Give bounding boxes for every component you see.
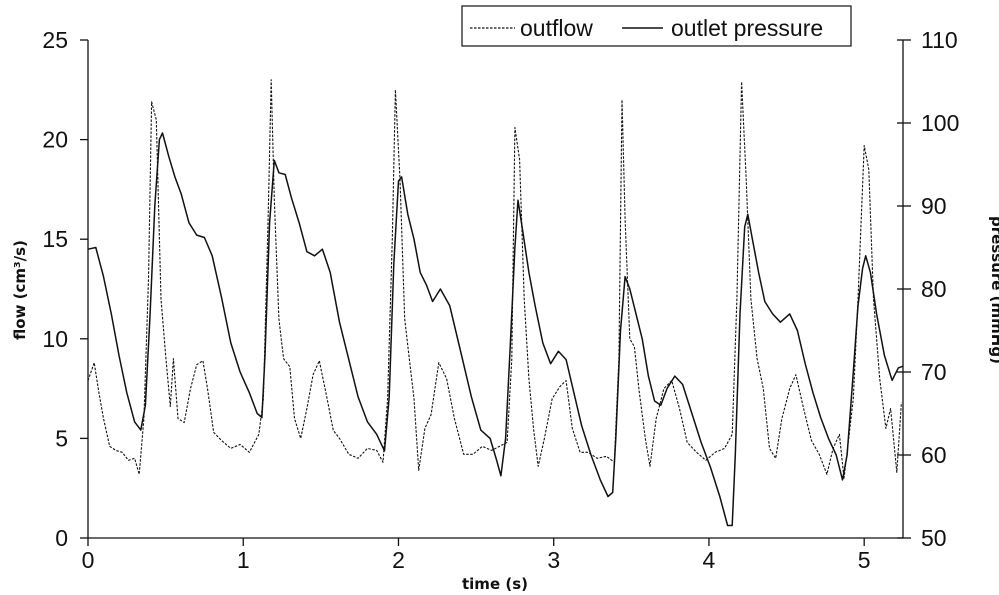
x-tick-label: 2 — [392, 547, 405, 573]
x-tick-label: 0 — [82, 547, 95, 573]
y-left-tick-label: 0 — [55, 525, 68, 551]
y-right-tick-label: 70 — [921, 359, 947, 385]
x-tick-label: 4 — [703, 547, 716, 573]
y-right-tick-label: 50 — [921, 525, 947, 551]
x-tick-label: 3 — [547, 547, 560, 573]
y-left-tick-label: 15 — [42, 226, 68, 252]
legend: outflow outlet pressure — [461, 5, 852, 47]
y-axis-right-title: pressure (mmHg) — [988, 216, 999, 364]
y-axis-left-title: flow (cm³/s) — [11, 240, 29, 340]
y-left-tick-label: 10 — [42, 326, 68, 352]
y-right-tick-label: 100 — [921, 110, 959, 136]
y-right-tick-label: 60 — [921, 442, 947, 468]
x-axis-title: time (s) — [462, 575, 528, 593]
legend-label-outlet-pressure: outlet pressure — [671, 15, 823, 41]
y-left-tick-label: 5 — [55, 425, 68, 451]
y-right-tick-label: 90 — [921, 193, 947, 219]
series-layer — [87, 79, 904, 527]
y-left-tick-label: 20 — [42, 127, 68, 153]
x-tick-label: 5 — [858, 547, 871, 573]
series-outlet-pressure-line — [87, 132, 904, 527]
legend-label-outflow: outflow — [520, 15, 593, 41]
y-right-tick-label: 80 — [921, 276, 947, 302]
legend-box — [461, 5, 852, 47]
x-tick-label: 1 — [237, 547, 250, 573]
y-left-tick-label: 25 — [42, 27, 68, 53]
y-right-tick-label: 110 — [921, 27, 958, 53]
series-outflow-line — [87, 79, 902, 479]
